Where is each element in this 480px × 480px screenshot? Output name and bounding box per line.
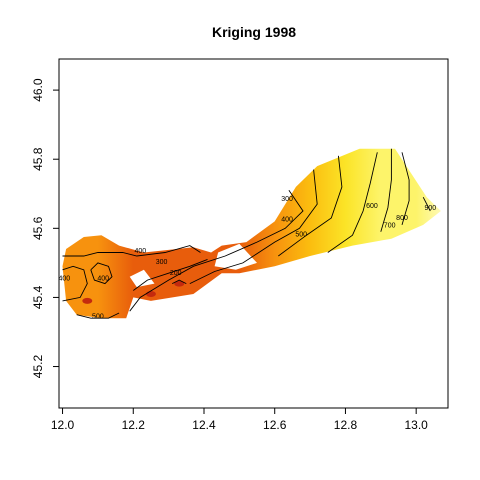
x-tick-label: 12.6 xyxy=(263,418,287,432)
kriging-region xyxy=(62,148,441,319)
contour-label-300: 300 xyxy=(156,259,168,266)
contour-label-800: 800 xyxy=(396,215,408,222)
contour-line-400 xyxy=(90,262,113,285)
kriging-surface xyxy=(62,148,441,319)
y-tick-label: 45.8 xyxy=(31,147,45,171)
x-tick-label: 12.2 xyxy=(122,418,146,432)
hotspot-2 xyxy=(82,297,93,304)
y-tick-label: 45.4 xyxy=(31,285,45,309)
contour-line-400 xyxy=(62,245,201,257)
contour-line-900 xyxy=(422,196,431,212)
contour-label-500: 500 xyxy=(295,232,307,239)
contour-label-400: 400 xyxy=(97,275,109,282)
contour-lines xyxy=(62,148,431,319)
contour-line-300 xyxy=(129,190,304,312)
y-tick-label: 46.0 xyxy=(31,78,45,102)
contour-line-300 xyxy=(133,258,208,291)
x-tick-label: 12.0 xyxy=(51,418,75,432)
contour-label-500: 500 xyxy=(92,313,104,320)
y-tick-label: 45.2 xyxy=(31,355,45,379)
contour-label-900: 900 xyxy=(424,205,436,212)
contour-line-500 xyxy=(76,312,120,319)
x-tick-label: 12.4 xyxy=(192,418,216,432)
contour-line-600 xyxy=(327,152,378,253)
contour-line-400 xyxy=(189,169,318,285)
chart-title: Kriging 1998 xyxy=(212,24,296,40)
contour-label-400: 400 xyxy=(58,275,70,282)
x-tick-label: 13.0 xyxy=(404,418,428,432)
contour-line-500 xyxy=(278,155,343,257)
contour-label-400: 400 xyxy=(281,216,293,223)
contour-line-700 xyxy=(380,148,392,232)
contour-line-500 xyxy=(62,265,88,302)
contour-line-800 xyxy=(401,152,410,226)
contour-label-200: 200 xyxy=(170,270,182,277)
hotspot-0 xyxy=(174,280,185,287)
x-axis: 12.0 12.2 12.4 12.6 12.8 13.0 xyxy=(51,408,428,432)
y-tick-label: 45.6 xyxy=(31,216,45,240)
x-tick-label: 12.8 xyxy=(334,418,358,432)
hotspot-1 xyxy=(145,290,156,297)
contour-label-600: 600 xyxy=(366,203,378,210)
contour-label-700: 700 xyxy=(384,223,396,230)
contour-label-400: 400 xyxy=(134,248,146,255)
contour-label-300: 300 xyxy=(281,196,293,203)
y-axis: 45.2 45.4 45.6 45.8 46.0 xyxy=(31,78,59,378)
plot-frame xyxy=(58,58,449,409)
contour-line-200 xyxy=(171,279,187,285)
